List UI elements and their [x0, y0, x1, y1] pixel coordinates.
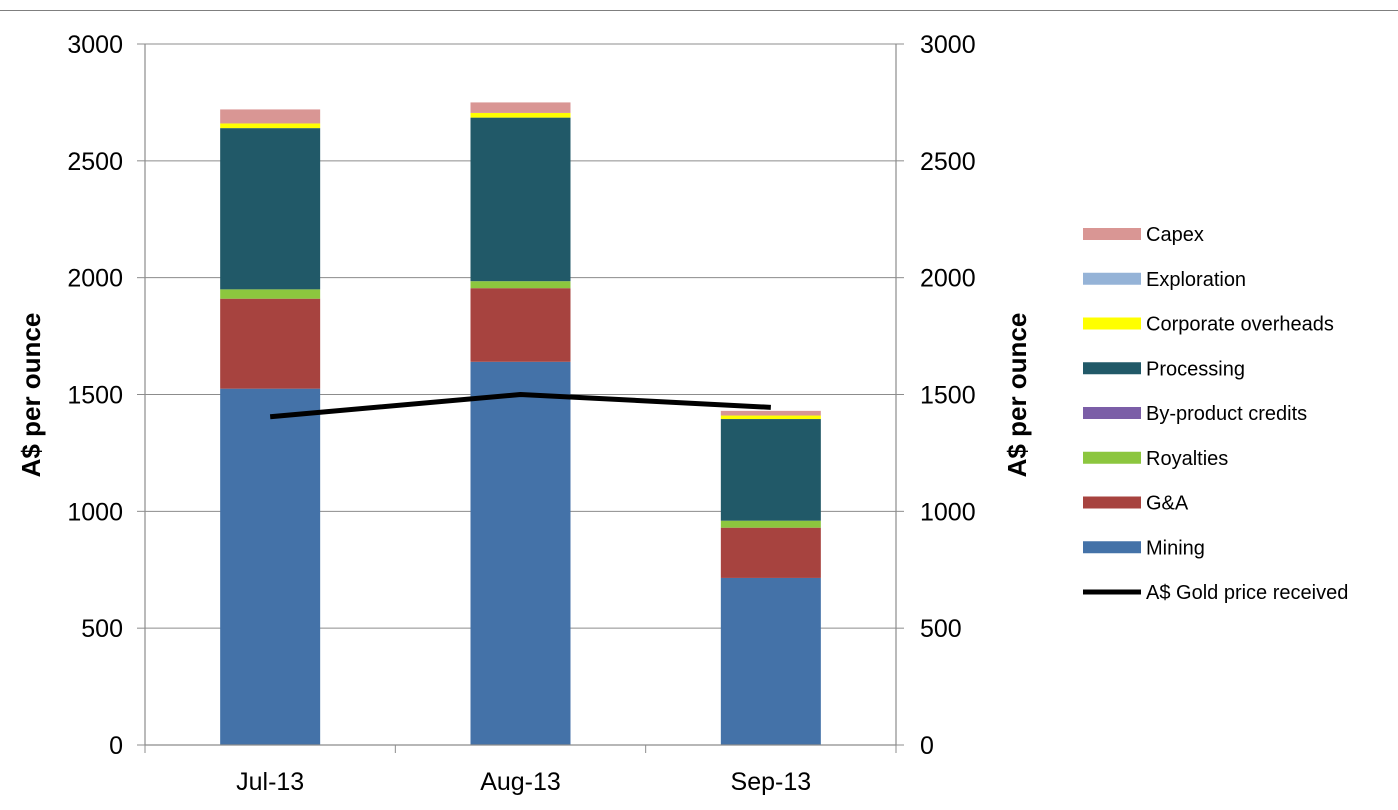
- legend: Capex Exploration Corporate overheads Proce…: [1083, 224, 1348, 604]
- bar-corporate-overheads-Aug-13: [470, 112, 571, 118]
- legend-swatch: [1083, 272, 1141, 285]
- x-tick-label-Sep-13: Sep-13: [731, 768, 812, 796]
- axes: [137, 43, 904, 753]
- y-right-tick-label: 1500: [920, 382, 976, 410]
- bar-corporate-overheads-Sep-13: [720, 415, 821, 420]
- y-left-tick-label: 1500: [67, 382, 123, 410]
- legend-swatch: [1083, 451, 1141, 464]
- legend-label: Capex: [1146, 224, 1204, 246]
- y-axis-right-title: A$ per ounce: [1002, 313, 1032, 478]
- legend-label: Royalties: [1146, 448, 1228, 470]
- y-right-tick-label: 2500: [920, 148, 976, 176]
- y-left-tick-label: 3000: [67, 31, 123, 59]
- bar-processing-Sep-13: [720, 419, 821, 521]
- line-layer: [269, 392, 771, 420]
- legend-swatch: [1083, 317, 1141, 330]
- legend-swatch: [1083, 496, 1141, 509]
- y-axis-left-title: A$ per ounce: [16, 313, 46, 478]
- legend-label: A$ Gold price received: [1146, 582, 1348, 604]
- bar-corporate-overheads-Jul-13: [220, 123, 321, 129]
- legend-swatch: [1083, 407, 1141, 419]
- bar-capex-Jul-13: [220, 109, 321, 124]
- top-border-line: [0, 10, 1398, 11]
- y-left-tick-label: 1000: [67, 498, 123, 526]
- y-right-tick-label: 3000: [920, 31, 976, 59]
- bar-g-a-Sep-13: [720, 527, 821, 578]
- legend-label: Mining: [1146, 537, 1205, 559]
- x-axis-ticks: Jul-13 Aug-13 Sep-13: [236, 768, 811, 796]
- bar-royalties-Aug-13: [470, 281, 571, 289]
- bar-g-a-Jul-13: [220, 298, 321, 389]
- legend-label: Processing: [1146, 358, 1245, 380]
- y-left-tick-label: 2000: [67, 265, 123, 293]
- legend-label: Exploration: [1146, 269, 1246, 291]
- y-axis-right-ticks: 0 500 1000 1500 2000 2500 3000: [920, 31, 976, 760]
- y-right-tick-label: 2000: [920, 265, 976, 293]
- legend-swatch: [1083, 228, 1141, 240]
- y-right-tick-label: 1000: [920, 498, 976, 526]
- bar-mining-Jul-13: [220, 388, 321, 745]
- bar-royalties-Jul-13: [220, 289, 321, 299]
- bar-capex-Aug-13: [470, 102, 571, 113]
- legend-label: Corporate overheads: [1146, 314, 1334, 336]
- bar-mining-Aug-13: [470, 361, 571, 745]
- legend-swatch: [1083, 541, 1141, 554]
- y-right-tick-label: 0: [920, 732, 934, 760]
- legend-swatch: [1083, 362, 1141, 375]
- bar-mining-Sep-13: [720, 577, 821, 745]
- x-tick-label-Jul-13: Jul-13: [236, 768, 304, 796]
- y-axis-left-ticks: 0 500 1000 1500 2000 2500 3000: [67, 31, 123, 760]
- bar-processing-Aug-13: [470, 117, 571, 282]
- bar-g-a-Aug-13: [470, 288, 571, 362]
- legend-label: G&A: [1146, 493, 1189, 515]
- y-left-tick-label: 0: [109, 732, 123, 760]
- y-left-tick-label: 2500: [67, 148, 123, 176]
- bar-layer: [220, 102, 821, 745]
- bar-royalties-Sep-13: [720, 520, 821, 528]
- y-left-tick-label: 500: [81, 615, 123, 643]
- bar-processing-Jul-13: [220, 128, 321, 290]
- line-a-gold-price-received: [269, 392, 771, 420]
- legend-label: By-product credits: [1146, 403, 1307, 425]
- y-right-tick-label: 500: [920, 615, 962, 643]
- x-tick-label-Aug-13: Aug-13: [480, 768, 561, 796]
- bar-capex-Sep-13: [720, 410, 821, 416]
